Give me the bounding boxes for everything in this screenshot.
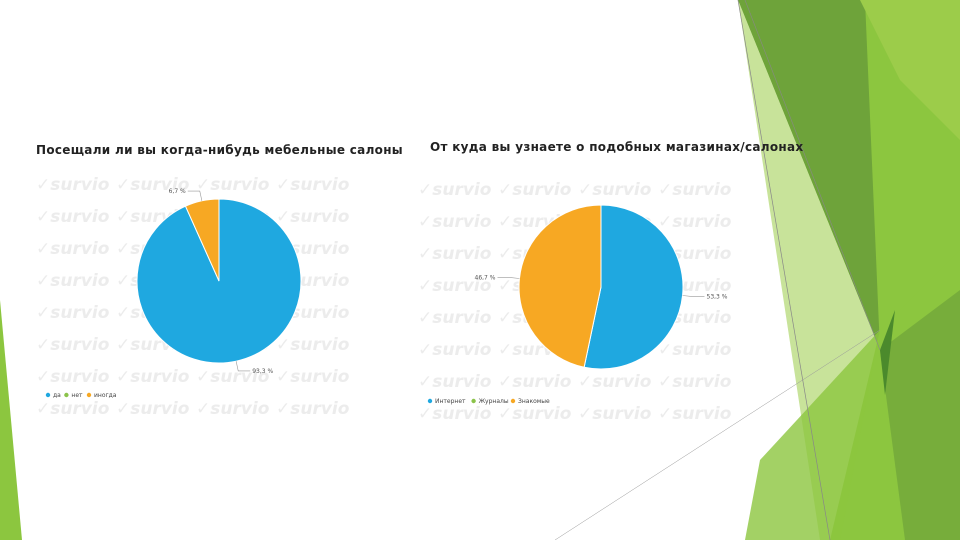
slice-value-label-0: 53,3 % [707, 294, 728, 301]
legend-marker-2 [86, 392, 92, 398]
watermark-text: ✓survio [36, 399, 110, 419]
legend-marker-0 [427, 398, 433, 404]
watermark-text: ✓survio [418, 372, 492, 392]
legend-label-1: Журналы [479, 398, 509, 405]
watermark-text: ✓survio [658, 372, 732, 392]
watermark-text: ✓survio [276, 335, 350, 355]
watermark-text: ✓survio [418, 212, 492, 232]
watermark-text: ✓survio [36, 367, 110, 387]
leader-line-2 [497, 277, 520, 279]
watermark-text: ✓survio [276, 367, 350, 387]
pie-chart-visited-salons: ✓survio ✓survio ✓survio ✓survio ✓survio ✓surv… [36, 175, 350, 419]
watermark-text: ✓survio [578, 404, 652, 424]
watermark-text: ✓survio [418, 276, 492, 296]
watermark-text: ✓survio [36, 175, 110, 195]
watermark-text: ✓survio [418, 244, 492, 264]
leader-line-0 [682, 295, 705, 297]
leader-line-2 [187, 190, 203, 201]
leader-line-0 [235, 361, 251, 372]
legend-marker-2 [510, 398, 516, 404]
watermark-text: ✓survio [36, 239, 110, 259]
watermark-text: ✓survio [418, 180, 492, 200]
watermark-text: ✓survio [196, 367, 270, 387]
watermark-text: ✓survio [196, 175, 270, 195]
watermark-text: ✓survio [36, 303, 110, 323]
watermark-text: ✓survio [276, 175, 350, 195]
pie-chart-info-source: ✓survio ✓survio ✓survio ✓survio ✓survio ✓surv… [418, 180, 732, 424]
slice-value-label-2: 46,7 % [475, 274, 496, 281]
left-edge-decoration [0, 300, 22, 540]
watermark-text: ✓survio [498, 404, 572, 424]
watermark-text: ✓survio [36, 271, 110, 291]
chart-title-visited-salons: Посещали ли вы когда-нибудь мебельные са… [36, 143, 403, 157]
slice-value-label-0: 93,3 % [252, 368, 273, 375]
watermark-text: ✓survio [658, 340, 732, 360]
watermark-text: ✓survio [276, 207, 350, 227]
watermark-text: ✓survio [658, 404, 732, 424]
watermark-text: ✓survio [418, 308, 492, 328]
watermark-text: ✓survio [498, 180, 572, 200]
watermark-text: ✓survio [658, 212, 732, 232]
legend-label-1: нет [71, 392, 83, 399]
watermark-text: ✓survio [276, 399, 350, 419]
legend-label-2: Знакомые [518, 398, 550, 405]
right-green-decoration [554, 0, 960, 540]
legend-label-0: да [53, 392, 61, 399]
watermark-text: ✓survio [116, 399, 190, 419]
legend-marker-0 [45, 392, 51, 398]
legend-label-0: Интернет [435, 398, 466, 405]
watermark-text: ✓survio [578, 372, 652, 392]
watermark-text: ✓survio [498, 372, 572, 392]
legend-marker-1 [64, 392, 69, 398]
pie-slice-2 [184, 198, 220, 282]
watermark-text: ✓survio [658, 180, 732, 200]
watermark-text: ✓survio [418, 340, 492, 360]
legend-label-2: иногда [94, 392, 117, 399]
watermark-text: ✓survio [116, 367, 190, 387]
chart-title-info-source: От куда вы узнаете о подобных магазинах/… [430, 140, 804, 154]
watermark-text: ✓survio [418, 404, 492, 424]
watermark-text: ✓survio [36, 207, 110, 227]
slice-value-label-2: 6,7 % [169, 188, 186, 195]
watermark-text: ✓survio [578, 180, 652, 200]
watermark-text: ✓survio [116, 175, 190, 195]
watermark-text: ✓survio [196, 399, 270, 419]
legend-marker-1 [471, 398, 476, 404]
watermark-text: ✓survio [36, 335, 110, 355]
pie-slice-0 [583, 204, 684, 370]
